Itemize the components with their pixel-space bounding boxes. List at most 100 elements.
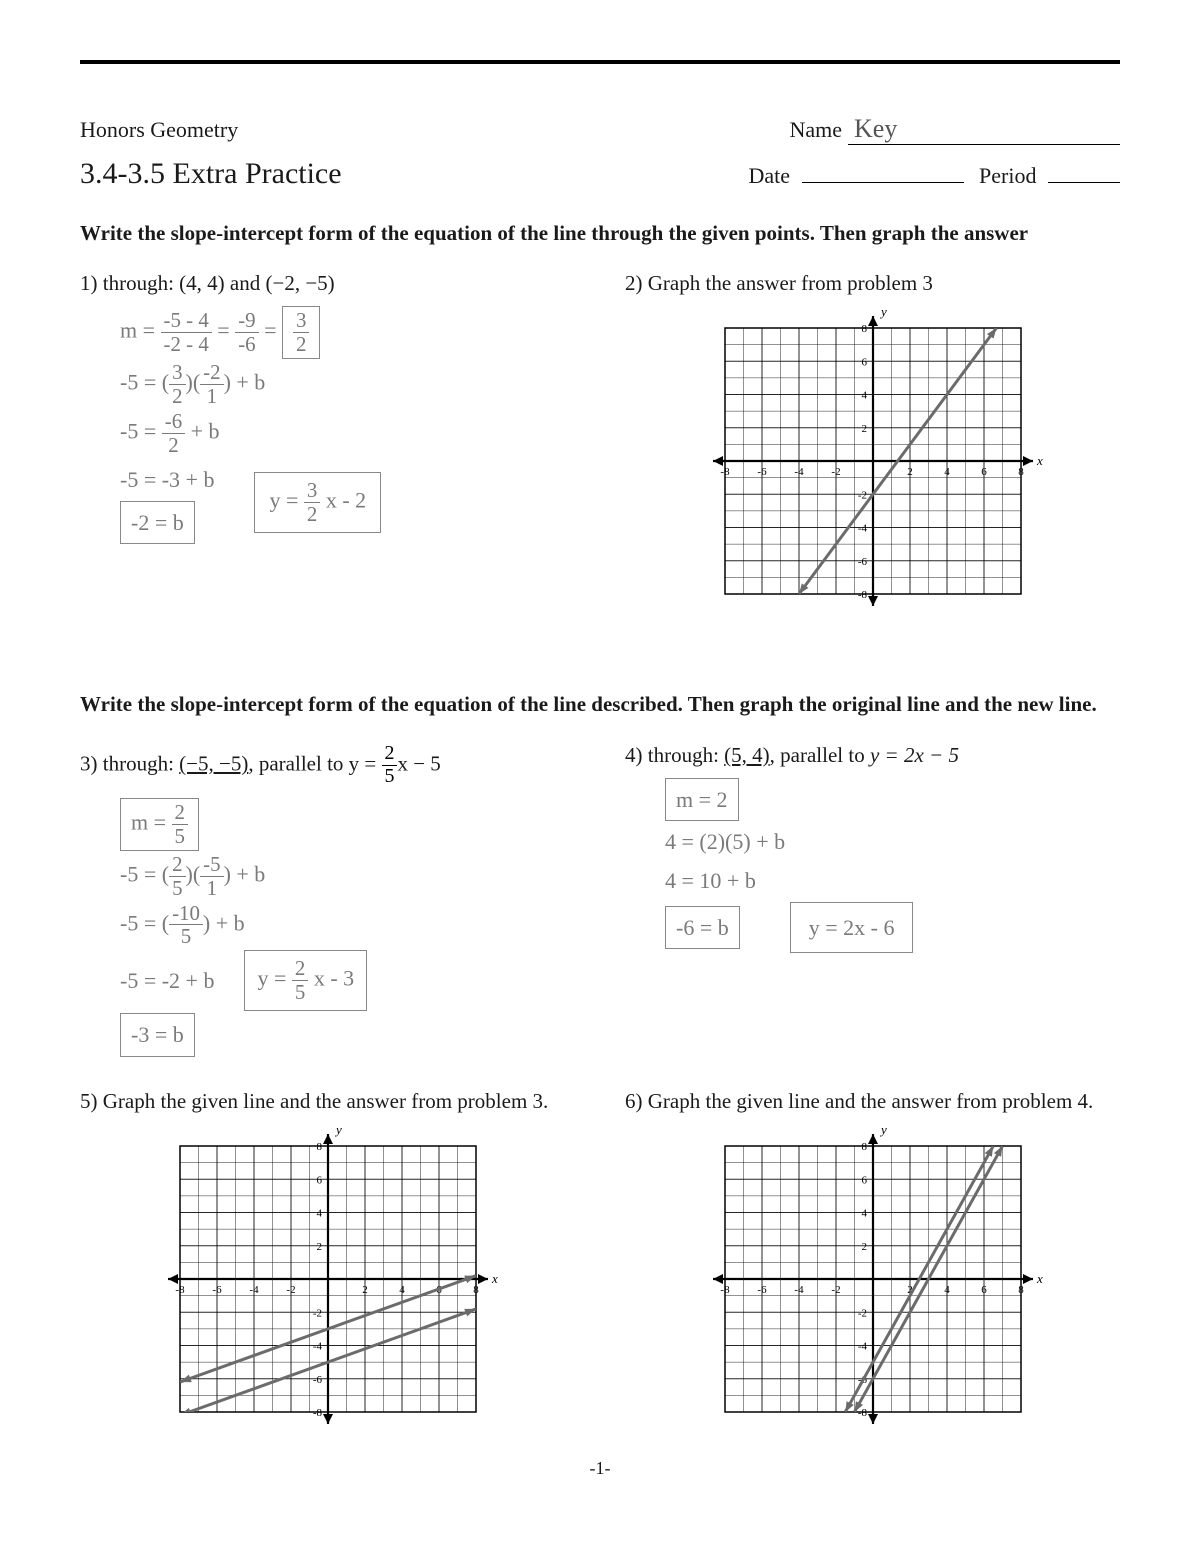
hw: -2	[200, 361, 223, 385]
hw: 2	[169, 853, 185, 877]
svg-text:2: 2	[861, 423, 867, 435]
svg-text:8: 8	[861, 323, 867, 335]
header-row: Honors Geometry Name Key	[80, 114, 1120, 145]
title-row: 3.4-3.5 Extra Practice Date Period	[80, 157, 1120, 191]
row-3: 5) Graph the given line and the answer f…	[80, 1089, 1120, 1434]
top-rule	[80, 60, 1120, 64]
date-label: Date	[749, 163, 791, 188]
hw: -5 = -2 + b	[120, 962, 214, 999]
problem-3-work: m = 25 -5 = (25)(-51) + b -5 = (-105) + …	[80, 798, 575, 1057]
svg-text:y: y	[334, 1124, 342, 1137]
svg-text:-6: -6	[757, 1284, 767, 1296]
date-value	[802, 182, 964, 183]
hw: -5 =	[120, 419, 156, 444]
hw: 3	[169, 361, 185, 385]
problem-num: 6)	[625, 1089, 643, 1113]
prompt-text: , parallel to	[248, 751, 348, 775]
answer-box: y = 2x - 6	[790, 902, 914, 953]
page-number: -1-	[80, 1458, 1120, 1479]
hw: -6	[162, 410, 185, 434]
hw: -6	[235, 333, 258, 356]
problem-6-graph: -8-6-4-22468-8-6-4-22468xy	[625, 1124, 1120, 1434]
svg-text:2: 2	[316, 1241, 322, 1253]
svg-text:2: 2	[362, 1284, 368, 1296]
svg-text:-4: -4	[857, 1340, 867, 1352]
svg-text:-8: -8	[720, 1284, 730, 1296]
hw: 4 = 10 + b	[665, 862, 1120, 899]
problem-num: 2)	[625, 271, 643, 295]
hw: 3	[293, 309, 309, 333]
svg-text:6: 6	[981, 1284, 987, 1296]
svg-text:x: x	[491, 1271, 498, 1286]
eq-text: y = 2x − 5	[870, 743, 959, 767]
svg-text:-8: -8	[857, 589, 867, 601]
hw: 1	[200, 385, 223, 408]
svg-text:2: 2	[907, 466, 913, 478]
hw: ) + b	[224, 861, 266, 886]
svg-text:-2: -2	[312, 1307, 321, 1319]
hw: =	[264, 318, 276, 343]
hw: y =	[257, 966, 286, 991]
name-block: Name Key	[789, 114, 1120, 145]
svg-text:x: x	[1036, 1271, 1043, 1286]
problem-num: 3)	[80, 751, 98, 775]
eq-text: 5	[382, 766, 398, 788]
hw: -5 = (	[120, 910, 169, 935]
svg-text:8: 8	[861, 1141, 867, 1153]
hw: x - 3	[314, 966, 354, 991]
course-label: Honors Geometry	[80, 117, 238, 143]
svg-text:-8: -8	[720, 466, 730, 478]
eq-text: y =	[349, 751, 377, 775]
hw: m =	[131, 809, 166, 834]
point-text: (−5, −5)	[179, 751, 248, 775]
row-2: 3) through: (−5, −5), parallel to y = 25…	[80, 743, 1120, 1059]
svg-text:8: 8	[473, 1284, 479, 1296]
svg-text:4: 4	[861, 1207, 867, 1219]
problem-1: 1) through: (4, 4) and (−2, −5) m = -5 -…	[80, 271, 575, 616]
hw: -5 = (	[120, 861, 169, 886]
worksheet-title: 3.4-3.5 Extra Practice	[80, 157, 342, 191]
svg-text:-8: -8	[175, 1284, 185, 1296]
svg-text:-2: -2	[286, 1284, 295, 1296]
svg-text:-8: -8	[857, 1407, 867, 1419]
svg-text:-6: -6	[857, 556, 867, 568]
eq-text: x − 5	[397, 751, 440, 775]
point-text: (5, 4)	[724, 743, 770, 767]
hw: )(	[186, 370, 201, 395]
problem-5-graph: -8-6-4-22468-8-6-4-22468xy	[80, 1124, 575, 1434]
svg-text:-2: -2	[831, 1284, 840, 1296]
hw: )(	[186, 861, 201, 886]
problem-1-prompt: 1) through: (4, 4) and (−2, −5)	[80, 271, 575, 296]
eq-text: 2	[382, 743, 398, 766]
problem-num: 1)	[80, 271, 98, 295]
hw: y =	[269, 488, 298, 513]
period-value	[1048, 182, 1120, 183]
svg-text:2: 2	[861, 1241, 867, 1253]
answer-box: -2 = b	[120, 501, 195, 544]
problem-2-graph: -8-6-4-22468-8-6-4-22468xy	[625, 306, 1120, 616]
hw: 5	[172, 825, 188, 848]
section1-instructions: Write the slope-intercept form of the eq…	[80, 219, 1120, 247]
row-1: 1) through: (4, 4) and (−2, −5) m = -5 -…	[80, 271, 1120, 616]
svg-text:-2: -2	[831, 466, 840, 478]
prompt-text: through:	[103, 751, 179, 775]
problem-6-prompt: 6) Graph the given line and the answer f…	[625, 1089, 1120, 1114]
svg-text:-4: -4	[794, 1284, 804, 1296]
hw: + b	[191, 419, 220, 444]
points-text: (4, 4) and (−2, −5)	[179, 271, 334, 295]
hw: =	[217, 318, 229, 343]
svg-text:6: 6	[861, 1174, 867, 1186]
problem-3-prompt: 3) through: (−5, −5), parallel to y = 25…	[80, 743, 575, 788]
prompt-text: Graph the answer from problem 3	[648, 271, 933, 295]
hw: 5	[292, 981, 308, 1004]
problem-4-work: m = 2 4 = (2)(5) + b 4 = 10 + b -6 = b y…	[625, 778, 1120, 954]
svg-text:-2: -2	[857, 1307, 866, 1319]
hw: 2	[172, 801, 188, 825]
problem-num: 5)	[80, 1089, 98, 1113]
hw: 5	[169, 925, 203, 948]
hw: ) + b	[203, 910, 245, 935]
hw: 2	[162, 434, 185, 457]
problem-4: 4) through: (5, 4), parallel to y = 2x −…	[625, 743, 1120, 1059]
name-value: Key	[848, 114, 1120, 145]
svg-text:4: 4	[399, 1284, 405, 1296]
